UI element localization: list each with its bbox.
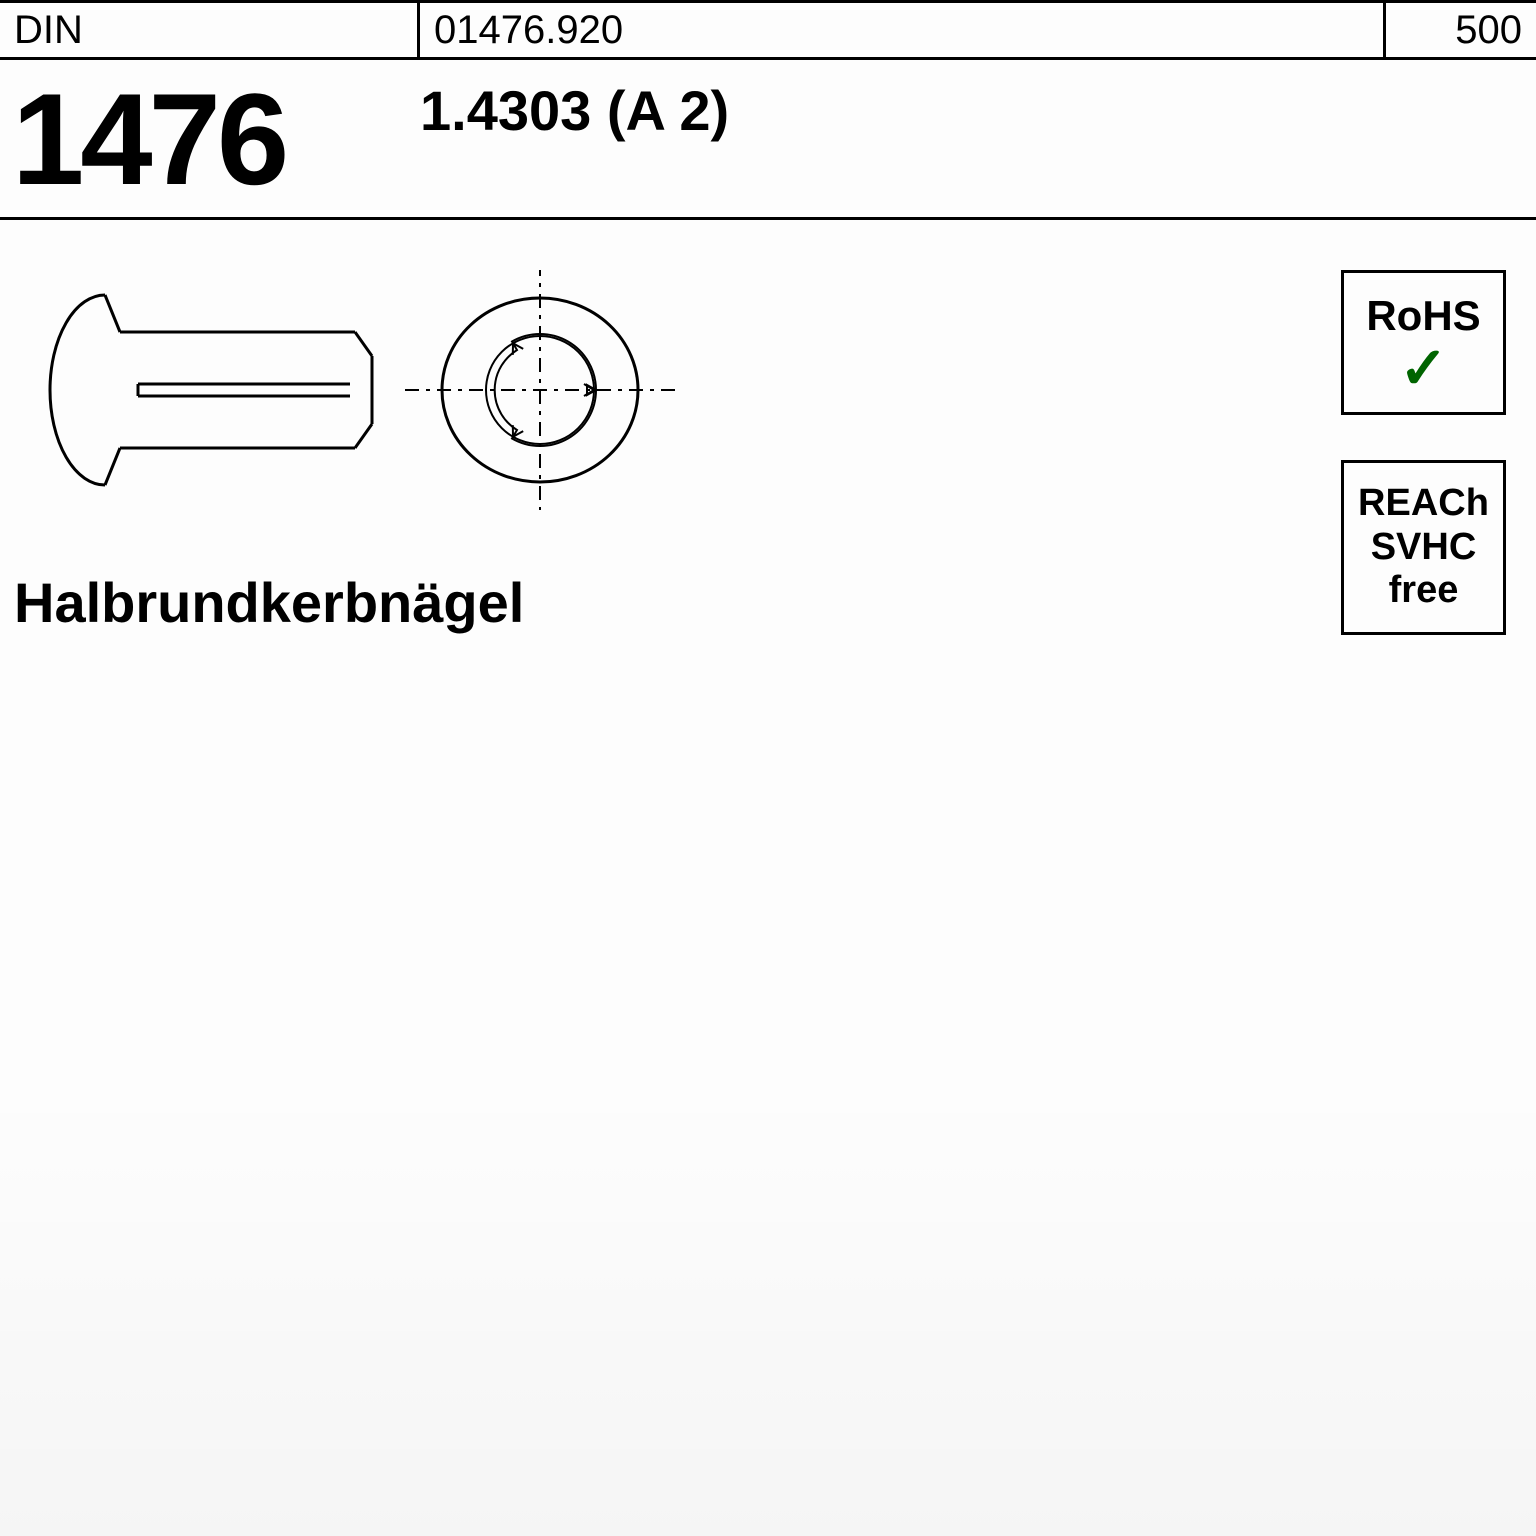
- check-icon: ✓: [1399, 346, 1448, 392]
- header-row: DIN 01476.920 500: [0, 0, 1536, 60]
- rohs-badge: RoHS ✓: [1341, 270, 1506, 415]
- material-spec: 1.4303 (A 2): [420, 78, 729, 143]
- pack-qty: 500: [1386, 3, 1536, 57]
- din-number: 1476: [12, 74, 285, 204]
- reach-line3: free: [1389, 569, 1459, 613]
- reach-line1: REACh: [1358, 482, 1489, 526]
- product-name: Halbrundkerbnägel: [14, 570, 524, 635]
- reach-badge: REACh SVHC free: [1341, 460, 1506, 635]
- standard-label: DIN: [0, 3, 420, 57]
- spec-row: 1476 1.4303 (A 2): [0, 60, 1536, 220]
- datasheet-page: DIN 01476.920 500 1476 1.4303 (A 2): [0, 0, 1536, 1536]
- rohs-label: RoHS: [1366, 292, 1480, 340]
- bottom-fade: [0, 1086, 1536, 1536]
- din-number-cell: 1476: [0, 60, 420, 217]
- material-cell: 1.4303 (A 2): [420, 60, 1536, 217]
- reach-line2: SVHC: [1371, 526, 1477, 570]
- technical-drawing: [20, 270, 820, 510]
- article-number: 01476.920: [420, 3, 1386, 57]
